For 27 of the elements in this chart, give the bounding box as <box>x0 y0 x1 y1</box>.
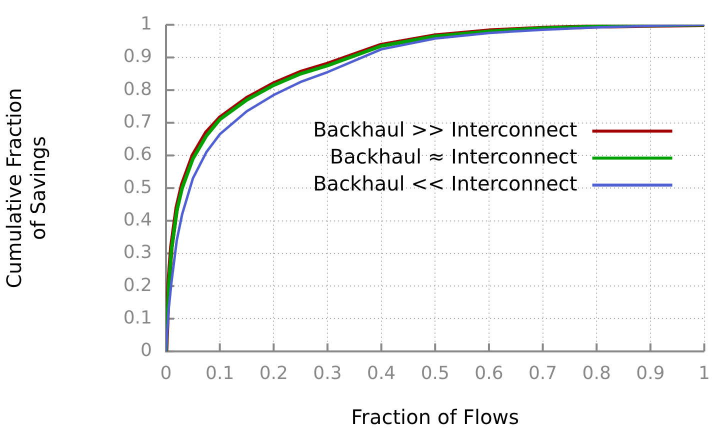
x-axis-title: Fraction of Flows <box>351 405 520 430</box>
y-tick-label: 0.9 <box>123 46 152 68</box>
x-tick-label: 0.3 <box>313 362 342 384</box>
x-tick-label: 0.7 <box>528 362 558 384</box>
y-tick-label: 0.5 <box>123 176 152 198</box>
x-tick-label: 0 <box>160 362 172 384</box>
legend-label: Backhaul << Interconnect <box>313 171 578 196</box>
y-tick-label: 1 <box>140 13 152 34</box>
y-tick-label: 0.8 <box>123 78 152 100</box>
x-tick-label: 0.5 <box>420 362 450 384</box>
x-tick-label: 0.2 <box>259 362 288 384</box>
y-tick-label: 0.2 <box>123 274 152 296</box>
y-tick-label: 0.3 <box>123 242 152 264</box>
x-tick-label: 0.9 <box>636 362 665 384</box>
y-tick-label: 0.4 <box>123 209 152 230</box>
x-tick-label: 0.4 <box>366 362 396 384</box>
y-tick-label: 0.1 <box>123 307 152 328</box>
legend-label: Backhaul >> Interconnect <box>313 117 578 142</box>
y-tick-label: 0.7 <box>123 111 152 132</box>
y-axis-title: Cumulative Fraction of Savings <box>2 88 50 288</box>
y-tick-label: 0.6 <box>123 144 152 166</box>
x-tick-label: 0.8 <box>582 362 611 384</box>
y-tick-label: 0 <box>140 340 152 362</box>
x-tick-label: 0.6 <box>474 362 504 384</box>
x-tick-label: 1 <box>698 362 710 384</box>
x-tick-label: 0.1 <box>206 362 234 384</box>
legend-label: Backhaul ≈ Interconnect <box>330 144 578 168</box>
